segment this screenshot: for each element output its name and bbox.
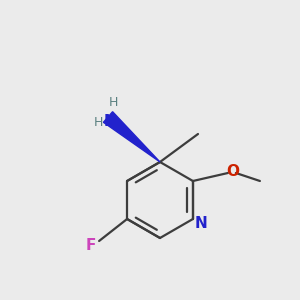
Text: F: F: [86, 238, 96, 253]
Text: N: N: [194, 217, 207, 232]
Polygon shape: [103, 112, 160, 162]
Text: O: O: [226, 164, 239, 178]
Text: H: H: [93, 116, 103, 128]
Text: H: H: [108, 97, 118, 110]
Text: N: N: [103, 115, 116, 130]
